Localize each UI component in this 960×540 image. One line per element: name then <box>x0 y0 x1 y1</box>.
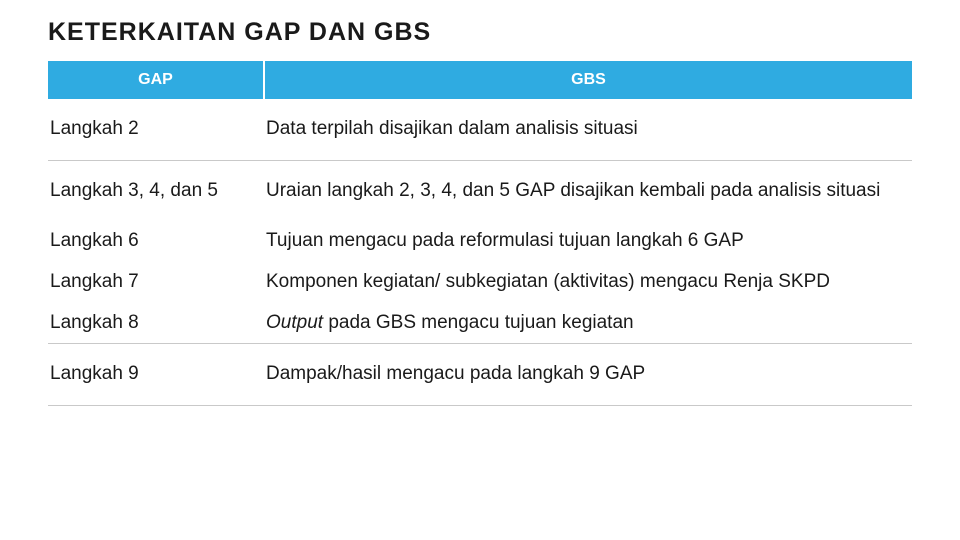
cell-gbs: Komponen kegiatan/ subkegiatan (aktivita… <box>264 262 912 303</box>
cell-gbs: Dampak/hasil mengacu pada langkah 9 GAP <box>264 344 912 406</box>
cell-gap: Langkah 2 <box>48 99 264 160</box>
cell-gap: Langkah 7 <box>48 262 264 303</box>
table-body: Langkah 2Data terpilah disajikan dalam a… <box>48 99 912 406</box>
col-header-gap: GAP <box>48 61 264 99</box>
table-header-row: GAP GBS <box>48 61 912 99</box>
table-row: Langkah 8Output pada GBS mengacu tujuan … <box>48 303 912 344</box>
cell-gbs: Uraian langkah 2, 3, 4, dan 5 GAP disaji… <box>264 160 912 221</box>
cell-gap: Langkah 6 <box>48 221 264 262</box>
table-row: Langkah 3, 4, dan 5Uraian langkah 2, 3, … <box>48 160 912 221</box>
table-row: Langkah 7Komponen kegiatan/ subkegiatan … <box>48 262 912 303</box>
page-title: KETERKAITAN GAP DAN GBS <box>48 18 912 47</box>
gap-gbs-table: GAP GBS Langkah 2Data terpilah disajikan… <box>48 61 912 406</box>
cell-gap: Langkah 3, 4, dan 5 <box>48 160 264 221</box>
col-header-gbs: GBS <box>264 61 912 99</box>
table-row: Langkah 9Dampak/hasil mengacu pada langk… <box>48 344 912 406</box>
cell-gap: Langkah 8 <box>48 303 264 344</box>
cell-gbs: Data terpilah disajikan dalam analisis s… <box>264 99 912 160</box>
table-row: Langkah 6Tujuan mengacu pada reformulasi… <box>48 221 912 262</box>
cell-gbs: Output pada GBS mengacu tujuan kegiatan <box>264 303 912 344</box>
table-row: Langkah 2Data terpilah disajikan dalam a… <box>48 99 912 160</box>
slide: KETERKAITAN GAP DAN GBS GAP GBS Langkah … <box>0 0 960 430</box>
cell-gbs: Tujuan mengacu pada reformulasi tujuan l… <box>264 221 912 262</box>
cell-gap: Langkah 9 <box>48 344 264 406</box>
